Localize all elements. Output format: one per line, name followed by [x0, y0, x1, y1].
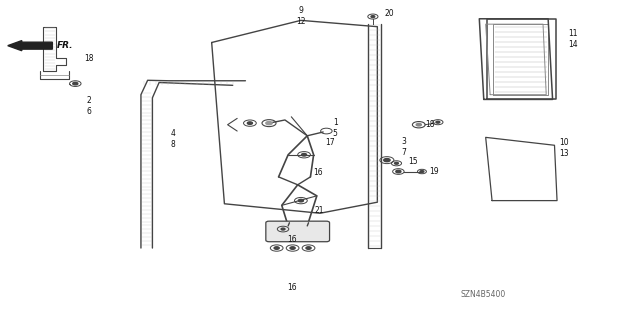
Circle shape [247, 122, 252, 124]
Text: 19: 19 [429, 167, 439, 176]
Circle shape [416, 123, 421, 126]
FancyBboxPatch shape [266, 221, 330, 242]
FancyArrow shape [8, 41, 52, 51]
Circle shape [73, 82, 78, 85]
Text: 21: 21 [315, 206, 324, 215]
Circle shape [371, 16, 375, 18]
Circle shape [301, 153, 307, 156]
Circle shape [281, 228, 285, 230]
Text: 17: 17 [325, 137, 335, 147]
Text: 4
8: 4 8 [170, 129, 175, 149]
Text: 3
7: 3 7 [401, 137, 406, 157]
Text: 11
14: 11 14 [568, 29, 578, 49]
Circle shape [396, 170, 401, 173]
Circle shape [384, 159, 390, 162]
Circle shape [298, 199, 303, 202]
Text: 2
6: 2 6 [86, 96, 91, 116]
Text: 16: 16 [314, 168, 323, 177]
Text: 1
5: 1 5 [333, 118, 338, 138]
Text: 16: 16 [287, 283, 296, 292]
Circle shape [266, 122, 272, 125]
Circle shape [436, 121, 440, 123]
Text: FR.: FR. [57, 41, 74, 50]
Text: 18: 18 [425, 120, 435, 129]
Text: 16: 16 [287, 235, 296, 244]
Circle shape [274, 247, 279, 249]
Text: SZN4B5400: SZN4B5400 [460, 290, 506, 299]
Text: 15: 15 [408, 157, 417, 166]
Text: 10
13: 10 13 [559, 138, 568, 159]
Circle shape [394, 162, 398, 164]
Circle shape [290, 247, 295, 249]
Circle shape [420, 171, 424, 173]
Circle shape [306, 247, 311, 249]
Text: 9
12: 9 12 [296, 5, 306, 26]
Text: 18: 18 [84, 54, 93, 63]
Text: 20: 20 [385, 9, 395, 18]
